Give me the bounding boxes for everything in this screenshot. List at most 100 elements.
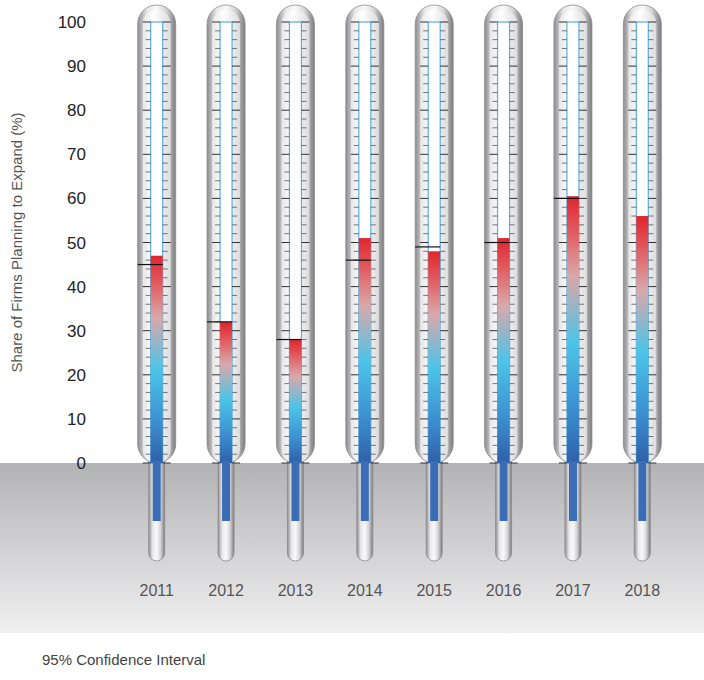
tick (440, 418, 448, 419)
minor-tick (493, 313, 498, 314)
minor-tick (284, 30, 289, 31)
minor-tick (579, 189, 584, 190)
minor-tick (510, 180, 515, 181)
thermometer (415, 5, 453, 561)
x-tick-label: 2014 (347, 582, 383, 599)
tick (163, 66, 171, 67)
minor-tick (440, 83, 445, 84)
minor-tick (354, 180, 359, 181)
minor-tick (648, 436, 653, 437)
tick (371, 242, 379, 243)
tick (301, 418, 309, 419)
minor-tick (146, 260, 151, 261)
minor-tick (510, 268, 515, 269)
minor-tick (648, 251, 653, 252)
tube (207, 5, 245, 463)
minor-tick (579, 304, 584, 305)
minor-tick (493, 48, 498, 49)
minor-tick (284, 277, 289, 278)
minor-tick (423, 145, 428, 146)
minor-tick (510, 410, 515, 411)
minor-tick (440, 313, 445, 314)
tick (490, 154, 498, 155)
minor-tick (301, 365, 306, 366)
tick (163, 110, 171, 111)
x-tick-label: 2011 (139, 582, 174, 599)
minor-tick (284, 427, 289, 428)
tick (490, 66, 498, 67)
minor-tick (579, 171, 584, 172)
minor-tick (146, 304, 151, 305)
minor-tick (423, 224, 428, 225)
minor-tick (510, 321, 515, 322)
minor-tick (423, 216, 428, 217)
minor-tick (301, 48, 306, 49)
minor-tick (493, 436, 498, 437)
minor-tick (493, 357, 498, 358)
minor-tick (631, 101, 636, 102)
minor-tick (301, 427, 306, 428)
y-tick-label: 50 (67, 234, 86, 253)
minor-tick (146, 410, 151, 411)
minor-tick (371, 233, 376, 234)
minor-tick (648, 339, 653, 340)
minor-tick (631, 145, 636, 146)
stem (287, 453, 303, 561)
minor-tick (631, 136, 636, 137)
bulb-fill (222, 461, 230, 521)
minor-tick (510, 30, 515, 31)
minor-tick (163, 233, 168, 234)
minor-tick (371, 357, 376, 358)
minor-tick (562, 268, 567, 269)
minor-tick (579, 401, 584, 402)
bulb-fill (153, 461, 161, 521)
minor-tick (146, 251, 151, 252)
minor-tick (579, 410, 584, 411)
minor-tick (371, 392, 376, 393)
minor-tick (440, 127, 445, 128)
minor-tick (510, 383, 515, 384)
minor-tick (146, 348, 151, 349)
minor-tick (631, 401, 636, 402)
minor-tick (354, 127, 359, 128)
minor-tick (631, 436, 636, 437)
minor-tick (232, 163, 237, 164)
tick (143, 286, 151, 287)
minor-tick (510, 436, 515, 437)
tick (301, 198, 309, 199)
tick (371, 198, 379, 199)
minor-tick (163, 207, 168, 208)
minor-tick (301, 136, 306, 137)
tick (351, 374, 359, 375)
minor-tick (631, 383, 636, 384)
minor-tick (215, 277, 220, 278)
minor-tick (579, 339, 584, 340)
minor-tick (301, 119, 306, 120)
x-tick-label: 2013 (278, 582, 314, 599)
minor-tick (284, 189, 289, 190)
minor-tick (301, 74, 306, 75)
minor-tick (648, 445, 653, 446)
minor-tick (232, 268, 237, 269)
minor-tick (146, 445, 151, 446)
minor-tick (215, 392, 220, 393)
minor-tick (493, 348, 498, 349)
minor-tick (146, 321, 151, 322)
minor-tick (371, 74, 376, 75)
minor-tick (579, 268, 584, 269)
minor-tick (648, 57, 653, 58)
minor-tick (631, 57, 636, 58)
minor-tick (232, 127, 237, 128)
tick (163, 330, 171, 331)
tick (440, 374, 448, 375)
x-tick-label: 2016 (486, 582, 522, 599)
minor-tick (423, 57, 428, 58)
column-outline (567, 22, 579, 463)
tube (623, 5, 661, 463)
minor-tick (146, 295, 151, 296)
minor-tick (371, 189, 376, 190)
minor-tick (562, 383, 567, 384)
minor-tick (423, 454, 428, 455)
minor-tick (493, 127, 498, 128)
bulb-fill (430, 461, 438, 521)
